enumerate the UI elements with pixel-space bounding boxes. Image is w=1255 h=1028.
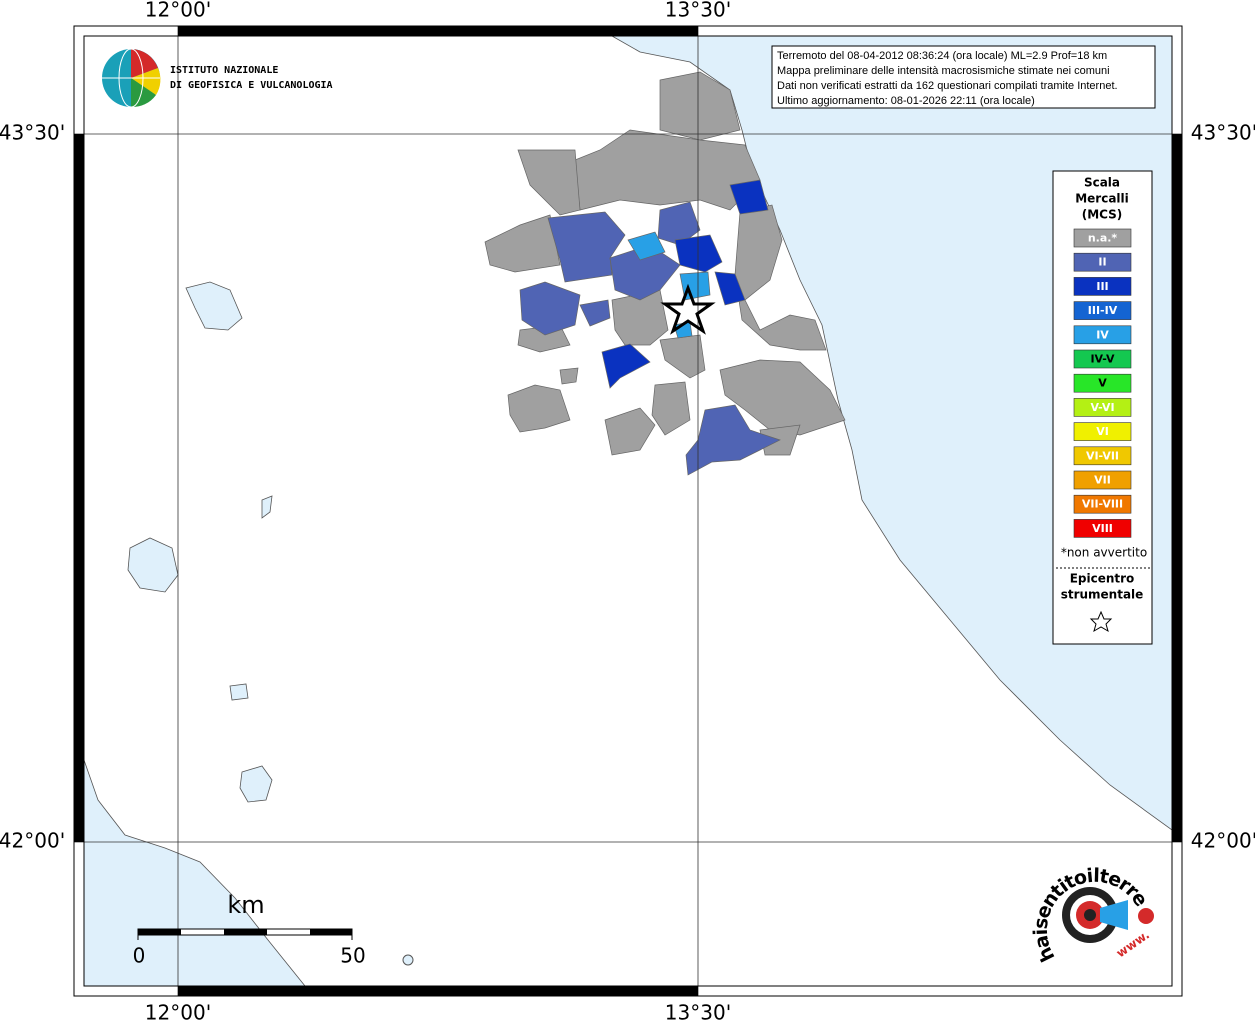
municipality-iii (601, 343, 651, 389)
frame-segment (178, 26, 698, 36)
lake (239, 765, 273, 803)
epicenter-star (660, 283, 716, 335)
municipality-iii (729, 179, 769, 215)
legend-label: VII-VIII (1082, 498, 1123, 511)
legend-star (1089, 610, 1113, 633)
frame-segment (74, 134, 84, 842)
municipality (574, 129, 761, 211)
lake (127, 537, 179, 593)
scale-unit: km (227, 891, 264, 919)
legend-note: *non avvertito (1061, 546, 1147, 560)
legend-swatch (1073, 301, 1132, 320)
legend-label: VII (1094, 474, 1111, 487)
latitude-label: 43°30' (1191, 121, 1255, 145)
municipality (659, 334, 706, 379)
legend-label: VI-VII (1086, 449, 1119, 462)
legend-swatch (1073, 349, 1132, 369)
municipality (517, 149, 581, 216)
lake (402, 954, 414, 966)
legend-label: V (1098, 377, 1107, 390)
legend-swatch (1073, 252, 1132, 272)
latitude-label: 42°00' (1191, 829, 1255, 853)
legend-label: VI (1096, 425, 1109, 438)
municipality-ii (657, 201, 701, 246)
info-line: Ultimo aggiornamento: 08-01-2026 22:11 (… (777, 95, 1035, 107)
institute-name: ISTITUTO NAZIONALE (170, 65, 278, 76)
legend-label: III (1096, 280, 1108, 293)
legend-label: II (1098, 256, 1106, 269)
latitude-label: 43°30' (0, 121, 65, 145)
scale-bar-segment (138, 929, 181, 935)
legend-label: n.a.* (1088, 232, 1118, 245)
municipality (559, 367, 579, 385)
municipality-ii (685, 404, 781, 476)
info-line: Terremoto del 08-04-2012 08:36:24 (ora l… (777, 50, 1107, 62)
legend-epicenter: strumentale (1061, 588, 1144, 602)
logo-segment (131, 78, 156, 108)
municipality (484, 214, 561, 273)
longitude-label: 13°30' (665, 0, 731, 22)
municipality-iv (627, 231, 666, 261)
logo-segment (131, 49, 158, 78)
municipalities (484, 71, 846, 456)
scale-bar-segment (224, 929, 267, 935)
municipality (507, 384, 571, 433)
municipality (719, 359, 846, 436)
ingv-logo: ISTITUTO NAZIONALE DI GEOFISICA E VULCAN… (102, 48, 333, 108)
legend-title: (MCS) (1082, 208, 1123, 222)
legend-swatch (1073, 519, 1132, 538)
frame-ticks (74, 26, 1182, 996)
legend-swatch (1073, 373, 1132, 393)
legend-swatch (1073, 470, 1132, 490)
institute-name: DI GEOFISICA E VULCANOLOGIA (170, 80, 333, 91)
info-line: Mappa preliminare delle intensità macros… (777, 65, 1110, 77)
legend-label: IV (1096, 328, 1109, 341)
longitude-label: 12°00' (145, 1001, 211, 1025)
lake (229, 683, 249, 701)
scale-label: 0 (133, 944, 146, 968)
legend-label: IV-V (1090, 353, 1115, 366)
legend-swatch (1073, 398, 1132, 417)
legend-swatch (1073, 228, 1132, 248)
lake (185, 281, 243, 331)
municipality-ii (579, 299, 611, 327)
legend-swatch (1073, 422, 1132, 441)
municipality (604, 407, 656, 456)
legend-epicenter: Epicentro (1070, 572, 1135, 586)
legend-swatch (1073, 277, 1132, 296)
longitude-label: 12°00' (145, 0, 211, 22)
legend-label: V-VI (1090, 401, 1114, 414)
municipality (734, 204, 827, 351)
scale-label: 50 (340, 944, 365, 968)
latitude-label: 42°00' (0, 829, 65, 853)
legend-title: Mercalli (1075, 192, 1129, 206)
info-line: Dati non verificati estratti da 162 ques… (777, 80, 1118, 92)
municipality-ii (519, 281, 581, 336)
legend-swatch (1073, 446, 1132, 466)
municipality-iii (674, 234, 723, 273)
legend-title: Scala (1084, 176, 1120, 190)
legend-label: VIII (1092, 522, 1113, 535)
frame-segment (178, 986, 698, 996)
municipality (659, 71, 741, 141)
logo-target (1084, 909, 1096, 921)
graticule (74, 26, 1182, 996)
logo-speaker (1100, 900, 1128, 930)
legend: Scala Mercalli (MCS) *non avvertito Epic… (1052, 170, 1153, 645)
legend-swatch (1073, 494, 1132, 514)
scale-bar-segment (310, 929, 352, 935)
logo-dot (1138, 908, 1154, 924)
lake (261, 495, 273, 519)
scale-bar: km 0 50 (133, 891, 366, 968)
frame-segment (1172, 134, 1182, 842)
municipality-iii (714, 271, 746, 306)
municipality (651, 381, 691, 436)
info-box (771, 45, 1156, 109)
legend-label: III-IV (1088, 304, 1118, 317)
legend-swatch (1073, 325, 1132, 345)
longitude-label: 13°30' (665, 1001, 731, 1025)
logo-segment (131, 68, 161, 95)
